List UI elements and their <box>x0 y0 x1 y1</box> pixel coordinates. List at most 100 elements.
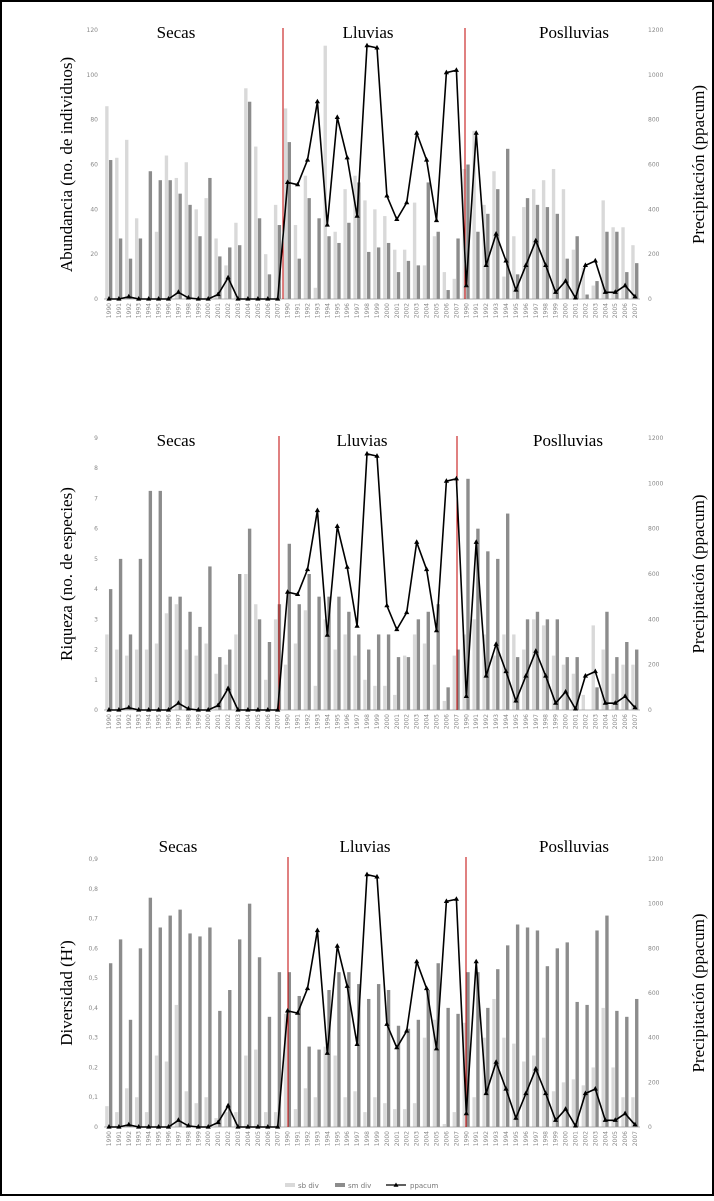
ppacum-point <box>513 287 519 292</box>
x-tick-label: 2000 <box>205 1131 212 1146</box>
x-tick-label: 2005 <box>434 1131 441 1146</box>
bar-sm-div <box>635 649 639 710</box>
bar-sm-div <box>228 247 232 299</box>
bar-sb-div <box>601 649 605 710</box>
bar-sb-div <box>234 634 238 710</box>
bar-sb-div <box>194 209 198 299</box>
bar-sm-div <box>158 490 162 710</box>
bar-sb-div <box>164 1061 169 1127</box>
left-tick-label: 3 <box>94 616 98 623</box>
bar-sm-div <box>506 945 510 1127</box>
bar-sb-div <box>254 1049 258 1127</box>
ppacum-point <box>374 44 380 50</box>
ppacum-point <box>116 296 122 301</box>
bar-sm-div <box>347 222 351 299</box>
left-tick-label: 0 <box>94 707 98 714</box>
bar-sm-div <box>347 972 351 1127</box>
x-tick-label: 2000 <box>384 303 391 318</box>
ppacum-point <box>602 1117 608 1122</box>
ppacum-point <box>344 983 350 988</box>
ppacum-point <box>106 296 112 301</box>
ppacum-point <box>523 673 529 678</box>
bar-sm-div <box>198 626 202 710</box>
x-tick-label: 1997 <box>354 303 361 318</box>
bar-sm-div <box>515 657 520 710</box>
x-tick-label: 1990 <box>285 1131 292 1146</box>
bar-sm-div <box>307 198 311 299</box>
x-tick-label: 2007 <box>453 714 460 729</box>
bar-sm-div <box>555 213 560 299</box>
ppacum-point <box>106 1124 112 1129</box>
bar-sb-div <box>273 204 278 299</box>
ppacum-point <box>324 222 330 227</box>
bar-sm-div <box>635 263 639 299</box>
x-tick-label: 1996 <box>523 1131 530 1146</box>
bar-sb-div <box>303 175 308 299</box>
ppacum-point <box>165 707 172 712</box>
ppacum-point <box>314 98 320 104</box>
x-tick-label: 2006 <box>622 1131 629 1146</box>
bar-sb-div <box>452 1112 456 1127</box>
ppacum-point <box>394 626 400 632</box>
right-tick-label: 400 <box>648 616 660 623</box>
ppacum-point <box>295 181 301 187</box>
ppacum-point <box>483 1090 489 1096</box>
ppacum-point <box>136 707 142 712</box>
x-tick-label: 1999 <box>195 1131 202 1146</box>
bar-sb-div <box>621 1097 625 1127</box>
season-label: Secas <box>157 431 196 450</box>
x-tick-label: 2003 <box>235 303 242 318</box>
x-tick-label: 1995 <box>513 303 520 318</box>
bar-sb-div <box>333 649 337 710</box>
ppacum-point <box>334 523 340 528</box>
x-tick-label: 1993 <box>314 714 321 729</box>
left-tick-label: 0,4 <box>88 1005 98 1012</box>
ppacum-point <box>334 943 340 948</box>
ppacum-point <box>592 257 598 263</box>
bar-sm-div <box>238 245 242 299</box>
bar-sb-div <box>323 1046 327 1127</box>
x-tick-label: 1991 <box>473 1131 480 1146</box>
bar-sb-div <box>402 1109 407 1127</box>
x-tick-label: 1991 <box>295 1131 302 1146</box>
bar-sb-div <box>402 655 407 710</box>
x-tick-label: 1999 <box>374 714 381 729</box>
ppacum-point <box>334 114 340 119</box>
bar-sm-div <box>535 611 540 710</box>
ppacum-point <box>275 707 281 712</box>
bar-sb-div <box>244 1055 248 1127</box>
x-tick-label: 2004 <box>424 714 431 729</box>
x-tick-label: 2003 <box>414 1131 421 1146</box>
x-tick-label: 2003 <box>235 1131 242 1146</box>
bar-sb-div <box>621 227 625 299</box>
x-tick-label: 2006 <box>265 1131 272 1146</box>
ppacum-point <box>205 296 211 301</box>
ppacum-point <box>354 213 360 218</box>
bar-sb-div <box>184 1091 188 1127</box>
season-label: Poslluvias <box>539 23 609 42</box>
bar-sm-div <box>228 649 232 710</box>
left-tick-label: 1 <box>94 677 98 684</box>
x-tick-label: 1999 <box>553 1131 560 1146</box>
bar-sm-div <box>307 574 311 710</box>
bar-sb-div <box>154 1055 159 1127</box>
y-axis-title: Diversidad (H') <box>57 940 76 1046</box>
left-tick-label: 100 <box>87 72 99 79</box>
bar-sb-div <box>174 177 179 299</box>
bar-sm-div <box>277 225 282 299</box>
x-tick-label: 2004 <box>245 303 252 318</box>
bar-sb-div <box>244 574 248 710</box>
ppacum-line <box>109 452 636 711</box>
x-tick-label: 2006 <box>443 303 450 318</box>
bar-sb-div <box>393 694 397 710</box>
bar-sb-div <box>313 287 318 299</box>
left-tick-label: 8 <box>94 465 98 472</box>
bar-sb-div <box>482 634 486 710</box>
ppacum-point <box>443 69 449 75</box>
ppacum-point <box>543 673 549 678</box>
bar-sb-div <box>105 1106 109 1127</box>
x-tick-label: 2004 <box>602 303 609 318</box>
x-tick-label: 1990 <box>106 1131 113 1146</box>
left-tick-label: 0 <box>94 1124 98 1131</box>
ppacum-point <box>304 566 311 572</box>
